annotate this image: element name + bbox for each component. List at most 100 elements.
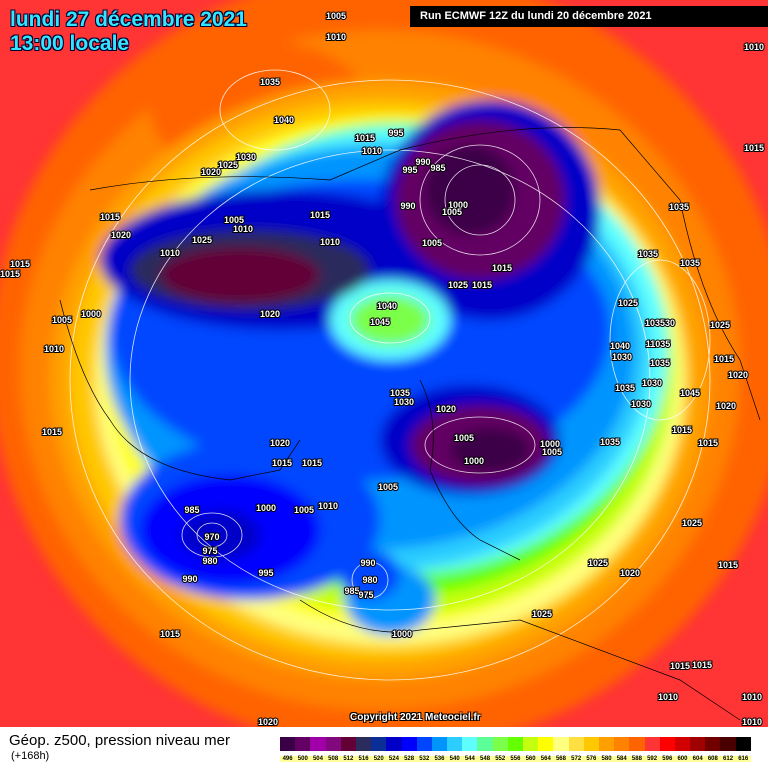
- isobar-label: 1005: [326, 11, 346, 21]
- isobar-label: 1010: [742, 717, 762, 727]
- lead-time: (+168h): [11, 750, 50, 762]
- isobar-label: 1005: [442, 207, 462, 217]
- isobar-label: 1015: [718, 560, 738, 570]
- legend-swatch: [735, 737, 751, 751]
- isobar-label: 1015: [472, 280, 492, 290]
- isobar-label: 11035: [646, 339, 671, 349]
- legend-swatch: [538, 737, 554, 751]
- isobar-label: 970: [204, 532, 219, 542]
- isobar-label: 1010: [658, 692, 678, 702]
- isobar-label: 1020: [258, 717, 278, 727]
- coastlines: [59, 127, 761, 721]
- legend-tick-label: 608: [705, 756, 721, 762]
- isobar-label: 1040: [274, 115, 294, 125]
- isobar-label: 1005: [422, 238, 442, 248]
- isobar-label: 1030: [236, 152, 256, 162]
- legend-tick-label: 528: [401, 756, 417, 762]
- isobar-label: 1035: [390, 388, 410, 398]
- legend-swatch: [371, 737, 387, 751]
- isobar-label: 1010: [160, 248, 180, 258]
- copyright: Copyright 2021 Meteociel.fr: [350, 712, 481, 723]
- isobar-label: 1020: [201, 167, 221, 177]
- legend-swatch: [674, 737, 691, 751]
- isobar-label: 1035: [615, 383, 635, 393]
- legend-swatch: [431, 737, 448, 751]
- legend-swatch: [568, 737, 584, 751]
- isobar-label: 1025: [192, 235, 212, 245]
- legend-swatch: [598, 737, 615, 751]
- legend-tick-label: 544: [462, 756, 478, 762]
- isobar-label: 1010: [744, 42, 764, 52]
- legend-swatch: [401, 737, 417, 751]
- legend-tick-label: 508: [325, 756, 341, 762]
- isobar-label: 1025: [682, 518, 702, 528]
- isobar-label: 980: [202, 556, 217, 566]
- legend-tick-label: 604: [690, 756, 706, 762]
- isobar-label: 1025: [618, 298, 638, 308]
- isobar-label: 1015: [698, 438, 718, 448]
- isobar-label: 1010: [326, 32, 346, 42]
- legend-ticks: 496 500 504 508 512 516 520 524 528 532 536 540 544 5…: [280, 756, 751, 762]
- isobar-label: 1010: [362, 146, 382, 156]
- legend-tick-label: 572: [568, 756, 584, 762]
- isobar-label: 995: [388, 128, 403, 138]
- z500-fields: [0, 0, 768, 727]
- isobar-label: 1020: [111, 230, 131, 240]
- legend-tick-label: 520: [371, 756, 387, 762]
- legend-swatch: [523, 737, 539, 751]
- isobar-label: 1010: [320, 237, 340, 247]
- legend-swatch: [355, 737, 372, 751]
- map-footer: Géop. z500, pression niveau mer (+168h) …: [0, 727, 768, 768]
- run-info: Run ECMWF 12Z du lundi 20 décembre 2021: [410, 6, 768, 27]
- legend-tick-label: 532: [416, 756, 432, 762]
- isobar-label: 1035: [600, 437, 620, 447]
- isobar-label: 1030: [631, 399, 651, 409]
- legend-tick-label: 504: [310, 756, 326, 762]
- legend-swatch: [280, 737, 296, 751]
- isobar-label: 1015: [310, 210, 330, 220]
- isobar-label: 1015: [302, 458, 322, 468]
- isobar-label: 1010: [44, 344, 64, 354]
- legend-tick-label: 616: [735, 756, 751, 762]
- isobar-label: 1035: [260, 77, 280, 87]
- isobar-label: 985: [430, 163, 445, 173]
- isobar-label: 990: [400, 201, 415, 211]
- isobar-label: 1005: [378, 482, 398, 492]
- isobar-label: 1020: [260, 309, 280, 319]
- isobar-label: 1030: [612, 352, 632, 362]
- isobar-label: 1000: [81, 309, 101, 319]
- isobar-label: 1015: [492, 263, 512, 273]
- legend-tick-label: 556: [507, 756, 523, 762]
- isobar-label: 1035: [638, 249, 658, 259]
- isobar-label: 1015: [355, 133, 375, 143]
- legend-swatch: [340, 737, 356, 751]
- isobar-label: 1000: [448, 200, 468, 210]
- isobar-label: 1025: [710, 320, 730, 330]
- legend-swatch: [447, 737, 463, 751]
- isobar-label: 1005: [454, 433, 474, 443]
- isobar-label: 1035: [669, 202, 689, 212]
- isobar-label: 975: [202, 546, 217, 556]
- legend-swatch: [553, 737, 569, 751]
- isobar-label: 1025: [532, 609, 552, 619]
- isobar-label: 985: [184, 505, 199, 515]
- isobar-label: 1025: [448, 280, 468, 290]
- isobar-label: 1010: [742, 692, 762, 702]
- legend-swatch: [295, 737, 311, 751]
- legend-tick-label: 496: [280, 756, 296, 762]
- isobar-label: 1015: [272, 458, 292, 468]
- legend-tick-label: 564: [538, 756, 554, 762]
- legend-swatch: [477, 737, 493, 751]
- isobar-label: 1040: [610, 341, 630, 351]
- isobar-label: 1015: [744, 143, 764, 153]
- isobar-label: 1030: [642, 378, 662, 388]
- isobar-label: 1005: [52, 315, 72, 325]
- isobar-label: 1015: [0, 269, 20, 279]
- isobar-label: 1025: [218, 160, 238, 170]
- legend-tick-label: 588: [629, 756, 645, 762]
- isobar-label: 1015: [42, 427, 62, 437]
- legend-swatch: [629, 737, 645, 751]
- legend-tick-label: 500: [295, 756, 311, 762]
- isobar-label: 1020: [620, 568, 640, 578]
- isobar-lines: [69, 69, 711, 681]
